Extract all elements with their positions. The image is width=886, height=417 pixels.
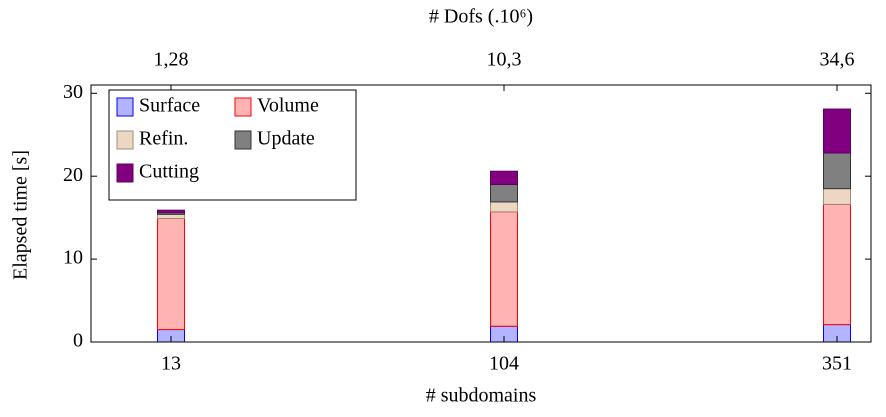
- bar-segment: [157, 213, 185, 219]
- x2-axis-label: # Dofs (.10⁶): [429, 6, 533, 28]
- x2-tick-label: 1,28: [154, 49, 189, 71]
- legend-label: Surface: [139, 95, 200, 117]
- bar-segment: [157, 217, 185, 331]
- bar-segment: [823, 188, 851, 205]
- bar-segment: [490, 170, 518, 185]
- bar-segment: [823, 108, 851, 154]
- plot-frame: [90, 84, 872, 343]
- bar-segment: [823, 203, 851, 326]
- legend-swatch: [116, 163, 134, 183]
- bar-segment: [823, 152, 851, 190]
- y-tick-label: 20: [63, 164, 83, 186]
- legend-swatch: [116, 130, 134, 150]
- x-axis-label: # subdomains: [426, 385, 537, 407]
- x-tick-label: 351: [822, 353, 852, 375]
- x2-tick-label: 10,3: [487, 49, 522, 71]
- x-tick-label: 104: [489, 353, 519, 375]
- legend-label: Refin.: [139, 128, 188, 150]
- y-tick-label: 30: [63, 81, 83, 103]
- x-tick-label: 13: [161, 353, 181, 375]
- legend-box: [108, 89, 357, 201]
- bar-segment: [157, 209, 185, 214]
- bar-segment: [490, 183, 518, 203]
- legend-swatch: [234, 97, 252, 117]
- legend-swatch: [116, 97, 134, 117]
- legend-swatch: [234, 130, 252, 150]
- y-tick-label: 10: [63, 247, 83, 269]
- legend-label: Update: [257, 128, 315, 150]
- legend-label: Cutting: [139, 161, 199, 183]
- y-axis-label: Elapsed time [s]: [10, 150, 32, 280]
- bar-segment: [490, 201, 518, 213]
- x2-tick-label: 34,6: [820, 49, 855, 71]
- legend-label: Volume: [257, 95, 319, 117]
- bar-segment: [490, 211, 518, 327]
- y-tick-label: 0: [73, 330, 83, 352]
